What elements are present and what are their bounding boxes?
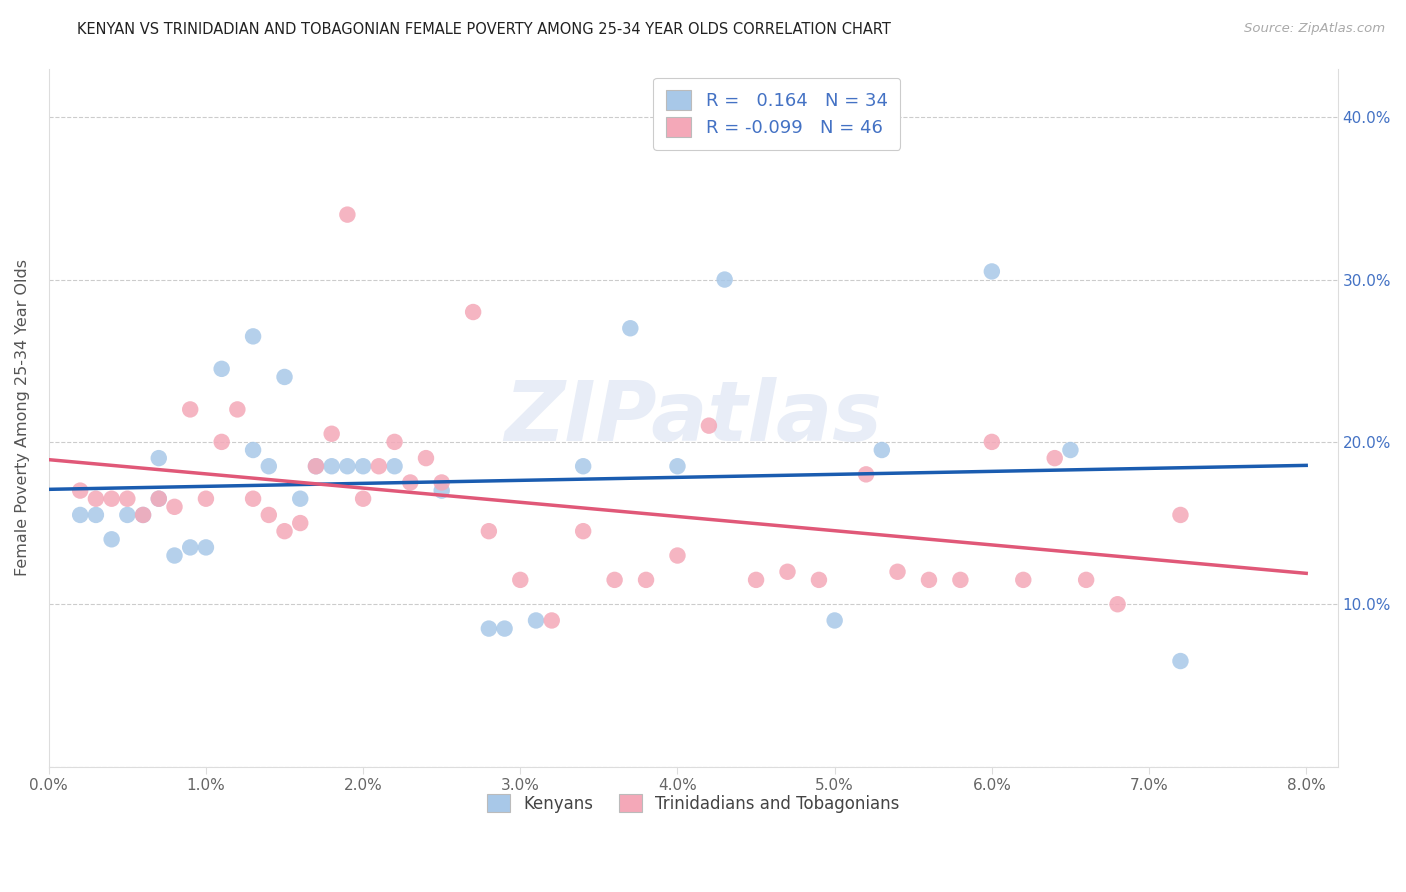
Point	[918, 573, 941, 587]
Point	[494, 622, 516, 636]
Point	[463, 305, 485, 319]
Point	[619, 321, 641, 335]
Text: ZIPatlas: ZIPatlas	[505, 377, 882, 458]
Point	[824, 614, 846, 628]
Point	[713, 272, 735, 286]
Point	[1059, 442, 1081, 457]
Point	[666, 549, 689, 563]
Point	[84, 491, 107, 506]
Point	[321, 426, 343, 441]
Point	[572, 524, 595, 538]
Point	[273, 370, 295, 384]
Point	[242, 491, 264, 506]
Point	[290, 491, 312, 506]
Point	[100, 533, 122, 547]
Point	[352, 459, 374, 474]
Text: KENYAN VS TRINIDADIAN AND TOBAGONIAN FEMALE POVERTY AMONG 25-34 YEAR OLDS CORREL: KENYAN VS TRINIDADIAN AND TOBAGONIAN FEM…	[77, 22, 891, 37]
Point	[430, 475, 453, 490]
Point	[321, 459, 343, 474]
Point	[415, 451, 437, 466]
Point	[336, 459, 359, 474]
Point	[1043, 451, 1066, 466]
Point	[509, 573, 531, 587]
Point	[949, 573, 972, 587]
Point	[69, 483, 91, 498]
Point	[257, 459, 280, 474]
Point	[603, 573, 626, 587]
Point	[980, 264, 1002, 278]
Legend: Kenyans, Trinidadians and Tobagonians: Kenyans, Trinidadians and Tobagonians	[475, 782, 911, 824]
Point	[697, 418, 720, 433]
Point	[273, 524, 295, 538]
Point	[148, 491, 170, 506]
Point	[148, 451, 170, 466]
Point	[194, 541, 217, 555]
Point	[980, 434, 1002, 449]
Point	[384, 434, 406, 449]
Point	[163, 500, 186, 514]
Point	[367, 459, 389, 474]
Point	[179, 541, 201, 555]
Point	[194, 491, 217, 506]
Point	[524, 614, 547, 628]
Point	[870, 442, 893, 457]
Point	[179, 402, 201, 417]
Point	[336, 208, 359, 222]
Point	[886, 565, 908, 579]
Point	[117, 508, 139, 522]
Point	[163, 549, 186, 563]
Point	[1012, 573, 1035, 587]
Point	[1107, 597, 1129, 611]
Point	[572, 459, 595, 474]
Point	[540, 614, 562, 628]
Point	[132, 508, 155, 522]
Point	[634, 573, 657, 587]
Point	[69, 508, 91, 522]
Y-axis label: Female Poverty Among 25-34 Year Olds: Female Poverty Among 25-34 Year Olds	[15, 259, 30, 576]
Point	[226, 402, 249, 417]
Point	[290, 516, 312, 530]
Point	[478, 622, 501, 636]
Point	[242, 442, 264, 457]
Point	[807, 573, 830, 587]
Point	[1076, 573, 1098, 587]
Point	[132, 508, 155, 522]
Point	[242, 329, 264, 343]
Point	[430, 483, 453, 498]
Point	[478, 524, 501, 538]
Point	[148, 491, 170, 506]
Point	[84, 508, 107, 522]
Text: Source: ZipAtlas.com: Source: ZipAtlas.com	[1244, 22, 1385, 36]
Point	[305, 459, 328, 474]
Point	[1170, 508, 1192, 522]
Point	[211, 361, 233, 376]
Point	[384, 459, 406, 474]
Point	[666, 459, 689, 474]
Point	[745, 573, 768, 587]
Point	[855, 467, 877, 482]
Point	[257, 508, 280, 522]
Point	[100, 491, 122, 506]
Point	[305, 459, 328, 474]
Point	[399, 475, 422, 490]
Point	[352, 491, 374, 506]
Point	[1170, 654, 1192, 668]
Point	[117, 491, 139, 506]
Point	[776, 565, 799, 579]
Point	[211, 434, 233, 449]
